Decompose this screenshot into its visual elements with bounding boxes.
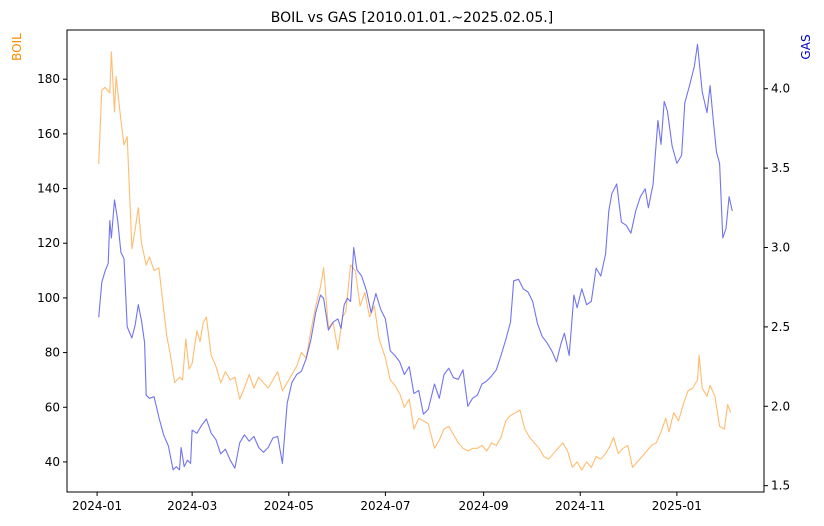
left-tick-label: 80 (45, 346, 60, 360)
series-line-gas (98, 43, 733, 471)
right-tick-label: 4.0 (771, 82, 790, 96)
series-layer (98, 43, 733, 471)
left-tick-label: 140 (37, 182, 60, 196)
left-tick-label: 120 (37, 236, 60, 250)
x-tick-label: 2025-01 (652, 499, 702, 513)
right-axis-label: GAS (799, 34, 813, 59)
left-axis-label: BOIL (10, 33, 24, 61)
right-tick-label: 1.5 (771, 479, 790, 493)
left-tick-label: 160 (37, 127, 60, 141)
left-axis-ticks: 40 60 80 100 120 140 160 180 (37, 72, 67, 469)
x-tick-label: 2024-07 (360, 499, 410, 513)
left-tick-label: 40 (45, 455, 60, 469)
x-tick-label: 2024-05 (264, 499, 314, 513)
x-tick-label: 2024-01 (72, 499, 122, 513)
left-tick-label: 180 (37, 72, 60, 86)
x-tick-label: 2024-09 (459, 499, 509, 513)
x-tick-label: 2024-11 (555, 499, 605, 513)
right-axis-ticks: 1.5 2.0 2.5 3.0 3.5 4.0 (764, 82, 790, 493)
x-axis-ticks: 2024-01 2024-03 2024-05 2024-07 2024-09 2024-… (72, 492, 702, 513)
right-tick-label: 2.5 (771, 320, 790, 334)
plot-frame (66, 29, 765, 493)
chart-title: BOIL vs GAS [2010.01.01.~2025.02.05.] (271, 10, 553, 26)
x-tick-label: 2024-03 (167, 499, 217, 513)
left-tick-label: 100 (37, 291, 60, 305)
right-tick-label: 2.0 (771, 399, 790, 413)
right-tick-label: 3.0 (771, 241, 790, 255)
right-tick-label: 3.5 (771, 161, 790, 175)
left-tick-label: 60 (45, 400, 60, 414)
series-line-boil (98, 51, 732, 471)
